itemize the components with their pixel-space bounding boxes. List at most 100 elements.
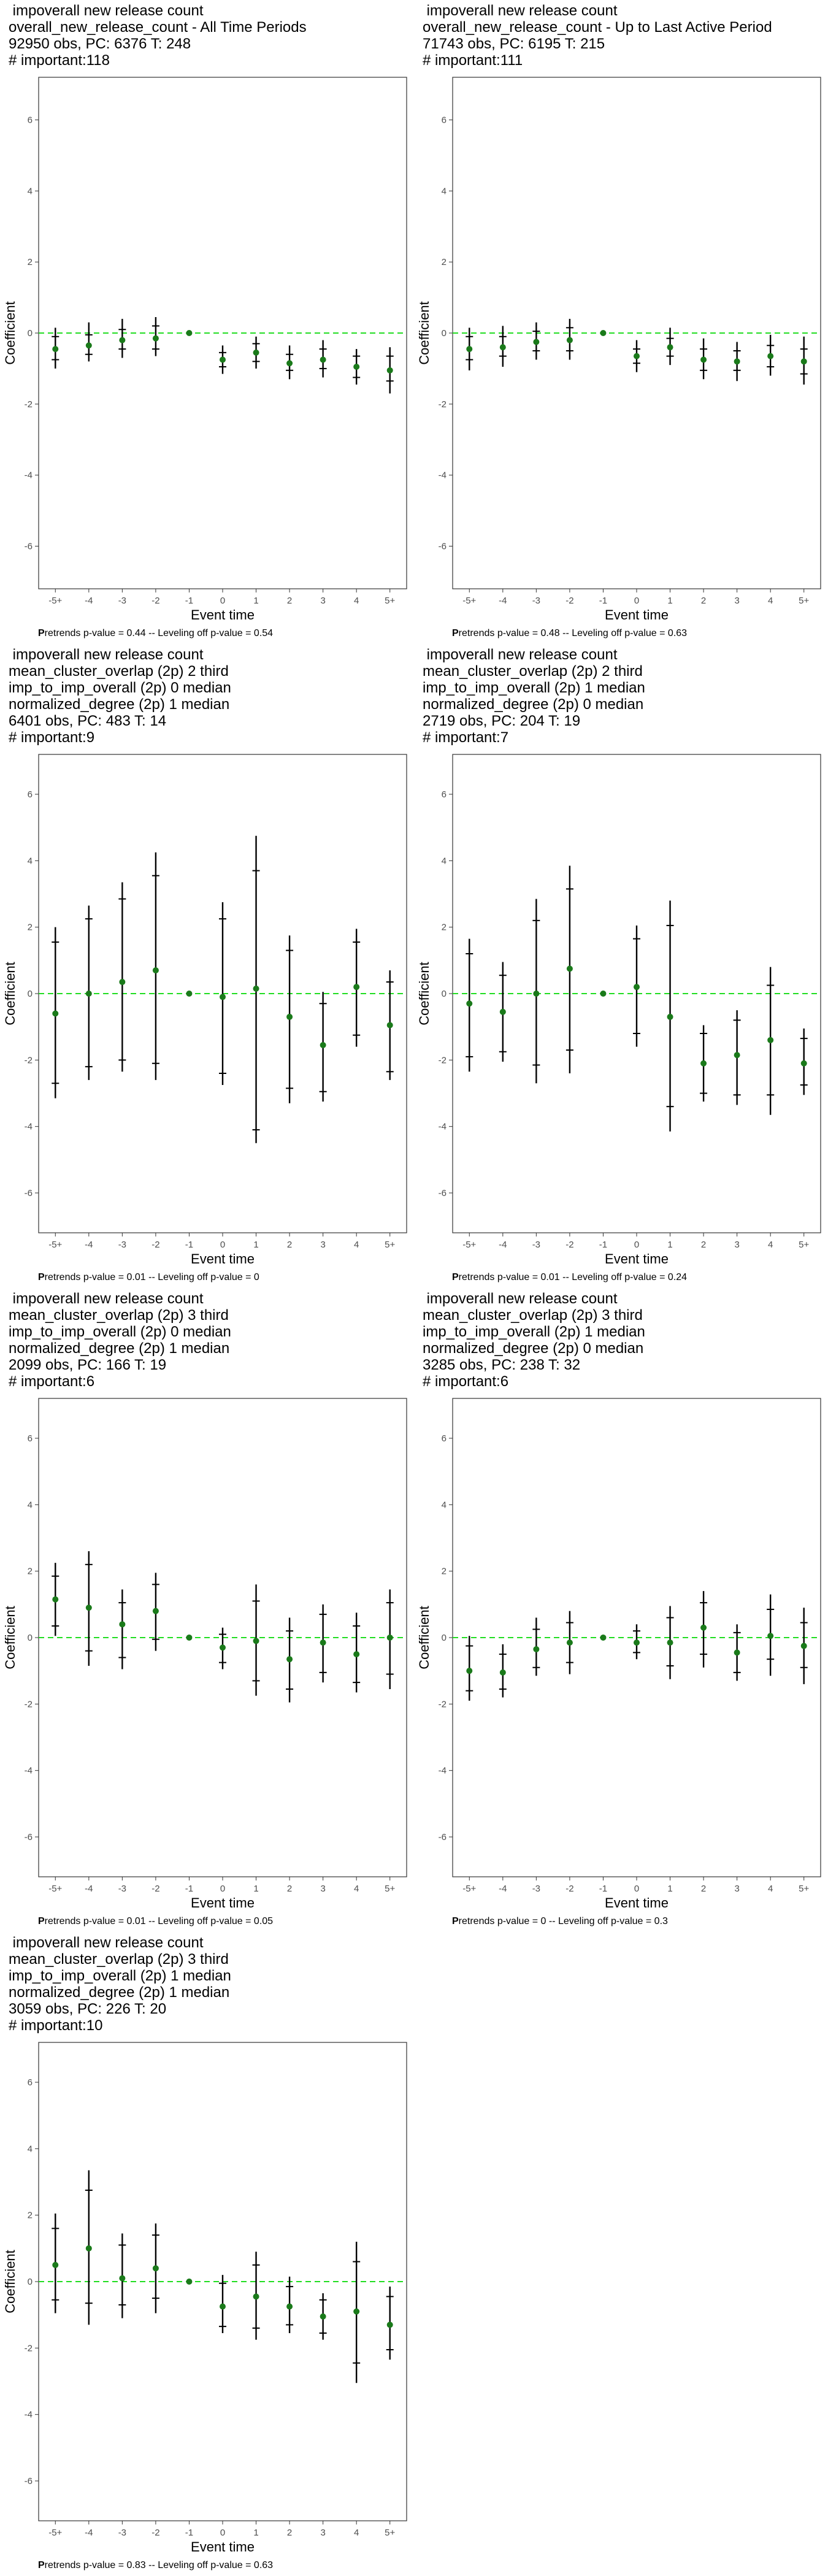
x-tick-label: 4: [354, 2528, 359, 2538]
x-tick-label: 1: [253, 1240, 258, 1250]
x-tick-label: 5+: [385, 2528, 395, 2538]
y-tick-label: -6: [25, 542, 33, 552]
caption-lead: P: [452, 1916, 459, 1926]
title-line: # important:111: [423, 52, 523, 69]
y-tick-label: 2: [442, 922, 447, 933]
coefficient-point: [320, 1041, 326, 1048]
x-tick-label: 4: [354, 596, 359, 606]
x-tick-label: 0: [220, 596, 225, 606]
caption-text: retrends p-value = 0 -- Leveling off p-v…: [458, 1916, 668, 1926]
coefficient-point: [386, 2321, 393, 2328]
x-tick-label: 3: [320, 1240, 325, 1250]
x-tick-label: -3: [118, 596, 126, 606]
coefficient-point: [253, 2293, 259, 2300]
x-tick-label: 3: [734, 596, 739, 606]
coefficient-point: [186, 991, 193, 997]
x-tick-label: -1: [599, 1240, 607, 1250]
x-tick-label: -2: [565, 596, 573, 606]
p-value-caption: Pretrends p-value = 0.01 -- Leveling off…: [38, 1272, 259, 1283]
coefficient-point: [353, 1651, 360, 1658]
coefficient-point: [667, 1013, 673, 1020]
plot-area: -6 -4 -2 0 2 4 6 -5+ -4 -3 -2 -1 0 1 2 3 4 5+ Coefficient E…: [416, 77, 821, 623]
x-tick-label: -1: [185, 1240, 193, 1250]
title-line: impoverall new release count: [423, 646, 618, 663]
coefficient-point: [466, 1000, 473, 1007]
y-tick-label: -4: [25, 2410, 33, 2420]
title-line: # important:6: [423, 1373, 509, 1390]
x-tick-label: -4: [85, 1884, 93, 1894]
title-line: impoverall new release count: [9, 2, 204, 19]
coefficient-point: [320, 1639, 326, 1646]
x-tick-label: -2: [151, 2528, 159, 2538]
panel-title: impoverall new release count mean_cluster…: [423, 1290, 645, 1390]
coefficient-point: [85, 1604, 92, 1611]
panel-title: impoverall new release count mean_cluster…: [423, 646, 645, 746]
coefficient-point: [253, 349, 259, 356]
coefficient-point: [119, 2275, 126, 2282]
coefficient-point: [320, 356, 326, 363]
coefficient-point: [386, 1022, 393, 1029]
x-tick-label: -1: [185, 2528, 193, 2538]
x-tick-label: 1: [667, 596, 672, 606]
x-tick-label: -5+: [462, 1240, 476, 1250]
title-line: mean_cluster_overlap (2p) 3 third: [423, 1307, 643, 1324]
x-tick-label: 4: [768, 1240, 773, 1250]
coefficient-point: [700, 1060, 707, 1067]
y-axis-label: Coefficient: [2, 2250, 18, 2313]
y-tick-label: 0: [28, 2277, 33, 2287]
coefficient-point: [186, 1635, 193, 1641]
coefficient-point: [566, 337, 573, 343]
title-line: overall_new_release_count - Up to Last A…: [423, 19, 772, 36]
coefficient-point: [600, 991, 607, 997]
caption-lead: P: [452, 628, 459, 638]
y-tick-label: 0: [442, 1633, 447, 1643]
coefficient-point: [533, 1646, 540, 1652]
y-tick-label: -2: [439, 399, 447, 410]
y-tick-label: 2: [442, 257, 447, 267]
y-axis-label: Coefficient: [2, 1606, 18, 1669]
x-tick-label: 5+: [799, 1240, 809, 1250]
title-line: 6401 obs, PC: 483 T: 14: [9, 713, 167, 729]
coefficient-point: [386, 1635, 393, 1641]
x-tick-label: 5+: [385, 1240, 395, 1250]
y-tick-label: 2: [28, 922, 33, 933]
x-tick-label: 0: [220, 1884, 225, 1894]
x-tick-label: -2: [151, 1240, 159, 1250]
x-axis-label: Event time: [191, 1895, 255, 1911]
y-tick-label: 4: [28, 2144, 33, 2154]
x-tick-label: 5+: [799, 596, 809, 606]
coefficient-point: [767, 1037, 774, 1043]
coefficient-point: [533, 339, 540, 345]
x-axis-label: Event time: [191, 2539, 255, 2555]
event-study-panel: impoverall new release count mean_cluster…: [414, 644, 828, 1288]
title-line: normalized_degree (2p) 1 median: [9, 1340, 230, 1357]
coefficient-point: [52, 346, 59, 353]
y-tick-label: -2: [25, 1699, 33, 1709]
x-axis-label: Event time: [191, 1251, 255, 1267]
caption-lead: P: [38, 2560, 45, 2570]
coefficient-point: [186, 330, 193, 336]
x-tick-label: -5+: [462, 596, 476, 606]
p-value-caption: Pretrends p-value = 0.44 -- Leveling off…: [38, 628, 273, 639]
x-tick-label: -1: [599, 1884, 607, 1894]
x-tick-label: -3: [118, 2528, 126, 2538]
coefficient-point: [700, 356, 707, 363]
coefficient-point: [85, 991, 92, 997]
y-axis-label: Coefficient: [2, 301, 18, 365]
x-tick-label: -3: [532, 596, 540, 606]
x-tick-label: -4: [85, 596, 93, 606]
panel-title: impoverall new release count mean_cluster…: [9, 646, 231, 746]
panel-title: impoverall new release count overall_new_…: [423, 2, 772, 69]
y-tick-label: -4: [439, 470, 447, 481]
coefficient-point: [152, 1608, 159, 1614]
plot-area: -6 -4 -2 0 2 4 6 -5+ -4 -3 -2 -1 0 1 2 3 4 5+ Coefficient E…: [2, 77, 407, 623]
coefficient-point: [152, 967, 159, 974]
caption-lead: P: [452, 1272, 459, 1282]
x-tick-label: -1: [185, 596, 193, 606]
y-tick-label: 4: [28, 1500, 33, 1510]
x-tick-label: -2: [151, 596, 159, 606]
coefficient-point: [85, 342, 92, 349]
x-tick-label: -5+: [462, 1884, 476, 1894]
coefficient-point: [52, 1010, 59, 1017]
title-line: # important:6: [9, 1373, 95, 1390]
